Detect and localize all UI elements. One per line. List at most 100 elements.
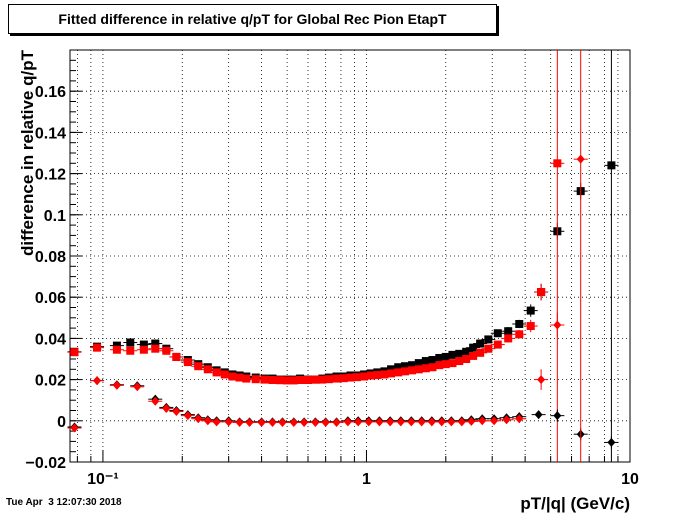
- data-point-square: [112, 345, 121, 354]
- data-point-diamond: [311, 417, 320, 427]
- data-point-diamond: [354, 417, 363, 427]
- chart-title: Fitted difference in relative q/pT for G…: [8, 4, 497, 34]
- data-point-diamond: [553, 411, 562, 421]
- timestamp: Tue Apr 3 12:07:30 2018: [6, 497, 122, 508]
- data-point-square: [276, 376, 285, 385]
- data-point-diamond: [133, 382, 142, 392]
- data-point-square: [607, 161, 616, 170]
- data-point-square: [332, 374, 341, 383]
- y-tick-label: 0.04: [35, 331, 66, 348]
- data-point-square: [296, 376, 305, 385]
- data-point-square: [183, 358, 192, 367]
- data-point-square: [380, 370, 389, 379]
- data-point-square: [212, 368, 221, 377]
- data-point-square: [251, 375, 260, 384]
- data-point-diamond: [203, 416, 212, 426]
- data-point-square: [462, 347, 471, 356]
- data-point-square: [194, 362, 203, 371]
- y-tick-label: 0.16: [35, 84, 66, 101]
- data-point-diamond: [607, 437, 616, 447]
- data-point-diamond: [300, 417, 309, 427]
- data-point-square: [515, 330, 524, 339]
- data-point-diamond: [224, 417, 233, 427]
- data-point-square: [352, 373, 361, 382]
- data-point-square: [172, 352, 181, 361]
- y-tick-label: 0.14: [35, 125, 66, 142]
- data-point-square: [242, 374, 251, 383]
- data-point-diamond: [257, 417, 266, 427]
- data-point-square: [303, 376, 312, 385]
- data-point-diamond: [212, 417, 221, 427]
- data-point-square: [228, 372, 237, 381]
- data-point-square: [162, 346, 171, 355]
- x-tick-label: 1: [362, 471, 371, 488]
- data-point-square: [504, 334, 513, 343]
- data-point-square: [428, 363, 437, 372]
- data-point-diamond: [332, 417, 341, 427]
- y-tick-label: 0.1: [44, 208, 66, 225]
- data-point-diamond: [576, 154, 585, 164]
- data-point-diamond: [375, 417, 384, 427]
- data-point-square: [139, 345, 148, 354]
- data-point-square: [373, 371, 382, 380]
- data-point-square: [151, 344, 160, 353]
- data-point-square: [70, 348, 79, 357]
- data-point-square: [484, 335, 493, 344]
- data-point-square: [441, 352, 450, 361]
- data-point-diamond: [289, 417, 298, 427]
- data-point-diamond: [70, 423, 79, 433]
- data-point-diamond: [386, 417, 395, 427]
- data-point-square: [455, 357, 464, 366]
- data-point-square: [462, 355, 471, 363]
- data-point-diamond: [343, 417, 352, 427]
- data-point-diamond: [407, 417, 416, 427]
- data-point-square: [268, 376, 277, 385]
- data-point-square: [504, 327, 513, 336]
- data-point-square: [493, 340, 502, 349]
- data-point-square: [360, 372, 369, 381]
- data-point-square: [421, 357, 430, 366]
- data-point-diamond: [183, 411, 192, 421]
- data-point-diamond: [447, 417, 456, 427]
- data-point-diamond: [427, 417, 436, 427]
- data-point-square: [435, 361, 444, 370]
- x-tick-label: 10: [621, 471, 639, 488]
- x-tick-label: 10⁻¹: [87, 471, 119, 488]
- data-point-diamond: [364, 417, 373, 427]
- data-point-diamond: [162, 403, 171, 413]
- data-point-square: [139, 340, 148, 349]
- data-point-square: [220, 370, 229, 379]
- data-point-square: [387, 365, 396, 374]
- y-tick-label: 0.02: [35, 373, 66, 390]
- data-point-square: [260, 375, 269, 384]
- data-point-square: [455, 349, 464, 358]
- data-point-diamond: [268, 417, 277, 427]
- data-point-square: [448, 359, 457, 368]
- data-point-square: [394, 368, 403, 377]
- data-point-square: [537, 288, 546, 297]
- y-tick-label: 0.08: [35, 249, 66, 266]
- data-point-square: [553, 159, 562, 168]
- data-point-diamond: [437, 417, 446, 427]
- data-point-square: [441, 360, 450, 369]
- data-point-square: [408, 366, 417, 375]
- y-tick-label: −0.02: [26, 455, 67, 472]
- data-point-square: [469, 351, 478, 360]
- data-point-diamond: [417, 417, 426, 427]
- data-point-diamond: [278, 417, 287, 427]
- data-point-square: [448, 350, 457, 359]
- data-point-square: [394, 363, 403, 372]
- data-point-diamond: [553, 320, 562, 330]
- y-tick-label: 0.06: [35, 290, 66, 307]
- data-point-square: [126, 346, 135, 355]
- data-point-diamond: [457, 417, 466, 427]
- data-point-square: [476, 339, 485, 348]
- y-axis-label: difference in relative q/pT: [18, 49, 37, 256]
- data-point-diamond: [502, 415, 511, 425]
- data-point-diamond: [235, 417, 244, 427]
- data-point-square: [408, 361, 417, 370]
- data-point-square: [414, 359, 423, 368]
- data-point-square: [112, 341, 121, 350]
- data-point-square: [339, 374, 348, 383]
- data-point-diamond: [151, 396, 160, 406]
